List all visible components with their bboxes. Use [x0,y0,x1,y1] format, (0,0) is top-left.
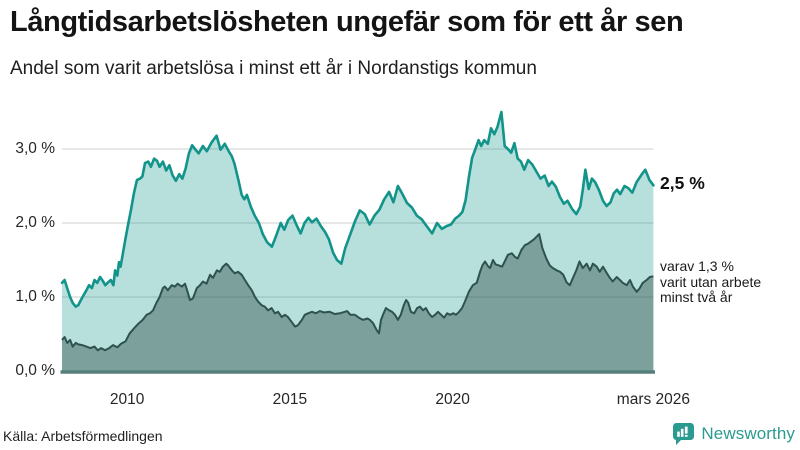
exclamation-dot [685,434,689,437]
chart-title: Långtidsarbetslösheten ungefär som för e… [10,6,684,38]
series-annotation: varav 1,3 % varit utan arbete minst två … [660,258,762,306]
y-tick-label-3: 3,0 % [15,140,55,157]
y-tick-label-2: 2,0 % [15,214,55,231]
newsworthy-speech-bubble-icon [673,423,695,445]
bar-icon-tall [681,428,684,437]
chart-subtitle: Andel som varit arbetslösa i minst ett å… [10,58,537,79]
y-tick-label-1: 1,0 % [15,288,55,305]
x-tick-label-2015: 2015 [272,391,308,408]
bar-icon-small [677,431,681,437]
series-line-1 [61,233,654,352]
newsworthy-logo: Newsworthy [672,422,795,446]
newsworthy-brand-name: Newsworthy [701,424,795,443]
x-tick-label-2020: 2020 [435,391,470,408]
series-end-value-label: 2,5 % [660,173,705,193]
x-tick-label-2010: 2010 [109,391,145,408]
y-tick-label-0: 0,0 % [15,362,55,379]
x-tick-label-mars-2026: mars 2026 [616,391,691,408]
annotation-line-3: minst två år [660,289,733,305]
exclamation-bar [685,426,689,434]
source-credit: Källa: Arbetsförmedlingen [3,428,163,444]
series-fill-1 [62,234,654,371]
annotation-line-2: varit utan arbete [660,273,762,290]
series-line-0 [60,110,655,308]
annotation-line-1: varav 1,3 % [660,258,734,274]
series-fill-0 [62,112,654,371]
